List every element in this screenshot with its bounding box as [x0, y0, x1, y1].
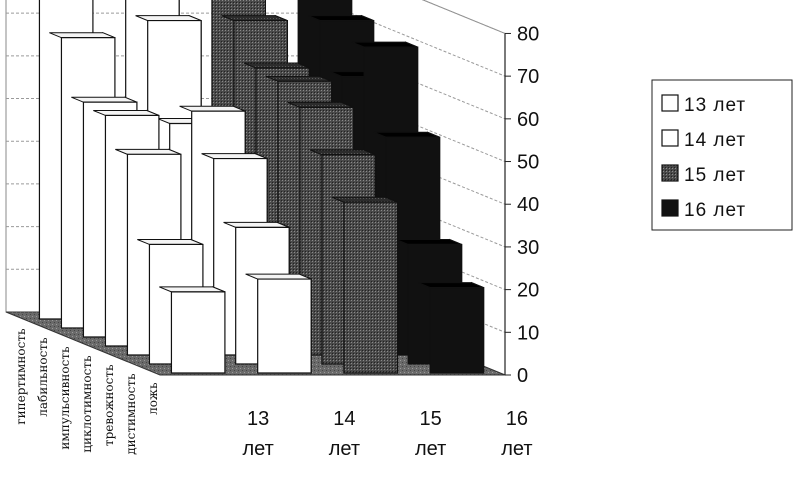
x-category-number: 13 — [247, 408, 269, 430]
bar-top — [179, 105, 246, 112]
bar-top — [243, 62, 310, 69]
bar-3-6 — [417, 281, 485, 374]
depth-axis: гипертимность лабильность импульсивность ци… — [14, 328, 160, 455]
bar-top — [307, 15, 374, 22]
x-category-unit: лет — [329, 438, 360, 460]
y-axis: 0 10 20 30 40 50 60 70 80 — [504, 23, 539, 387]
bar-top — [245, 273, 312, 280]
legend-swatch — [661, 129, 679, 147]
x-category-number: 14 — [333, 408, 355, 430]
x-category-label: 13 лет — [242, 408, 273, 460]
depth-category-label: ложь — [146, 382, 160, 415]
legend-label: 16 лет — [684, 200, 746, 221]
x-category-number: 15 — [420, 408, 442, 430]
bar-top — [223, 221, 290, 228]
x-axis: 13 лет 14 лет 15 лет 16 лет — [242, 408, 532, 460]
bar-top — [49, 32, 116, 39]
bar-top — [395, 238, 462, 245]
legend-swatch — [661, 199, 679, 217]
legend: 13 лет 14 лет 15 лет 16 лет — [651, 79, 793, 231]
bar-top — [287, 101, 354, 108]
gridline — [421, 0, 506, 34]
bar-front — [429, 286, 485, 374]
y-tick-label: 20 — [517, 280, 539, 302]
x-category-unit: лет — [242, 438, 273, 460]
depth-category-label: циклотимность — [80, 355, 94, 453]
x-category-number: 16 — [506, 408, 528, 430]
legend-label: 13 лет — [684, 95, 746, 116]
bar-top — [115, 148, 182, 155]
bar-2-6 — [331, 196, 399, 374]
bar-top — [201, 153, 268, 160]
legend-label: 15 лет — [684, 165, 746, 186]
y-tick-label: 0 — [517, 365, 528, 387]
bar-top — [331, 196, 398, 203]
legend-swatch — [661, 164, 679, 182]
bar-top — [159, 286, 226, 293]
bar-top — [351, 41, 418, 48]
bar-0-6 — [159, 286, 226, 374]
depth-category-label: гипертимность — [14, 328, 28, 425]
x-category-label: 16 лет — [501, 408, 532, 460]
y-tick-label: 60 — [517, 109, 539, 131]
y-tick-label: 10 — [517, 322, 539, 344]
y-tick-label: 40 — [517, 194, 539, 216]
chart-bars — [38, 0, 485, 374]
depth-category-label: дистимность — [124, 373, 138, 455]
bar-top — [265, 75, 332, 82]
legend-label: 14 лет — [684, 130, 746, 151]
legend-swatch — [661, 94, 679, 112]
x-category-unit: лет — [415, 438, 446, 460]
bar-top — [417, 282, 484, 289]
bar-top — [309, 149, 376, 156]
x-category-label: 14 лет — [329, 408, 360, 460]
bar-front — [343, 201, 399, 374]
bar-front — [257, 278, 312, 374]
depth-category-label: лабильность — [36, 337, 50, 417]
depth-category-label: тревожность — [102, 364, 116, 446]
bar-top — [93, 109, 160, 116]
y-tick-label: 50 — [517, 152, 539, 174]
bar-1-6 — [245, 273, 312, 374]
bar-front — [170, 291, 226, 374]
y-tick-label: 80 — [517, 23, 539, 45]
x-category-label: 15 лет — [415, 408, 446, 460]
y-tick-label: 30 — [517, 237, 539, 259]
depth-category-label: импульсивность — [58, 346, 72, 450]
x-category-unit: лет — [501, 438, 532, 460]
bar-top — [135, 15, 202, 22]
bar-top — [137, 238, 204, 245]
bar-top — [221, 15, 288, 22]
bar-top — [71, 96, 138, 103]
bar-top — [373, 131, 440, 138]
y-tick-label: 70 — [517, 66, 539, 88]
